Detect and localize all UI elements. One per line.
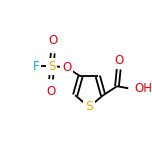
Text: O: O xyxy=(114,54,123,67)
Text: S: S xyxy=(85,100,93,114)
Text: OH: OH xyxy=(134,82,152,95)
Text: O: O xyxy=(48,34,57,47)
Text: F: F xyxy=(33,60,40,73)
Text: S: S xyxy=(48,60,56,73)
Text: O: O xyxy=(62,61,71,74)
Text: O: O xyxy=(47,85,56,98)
